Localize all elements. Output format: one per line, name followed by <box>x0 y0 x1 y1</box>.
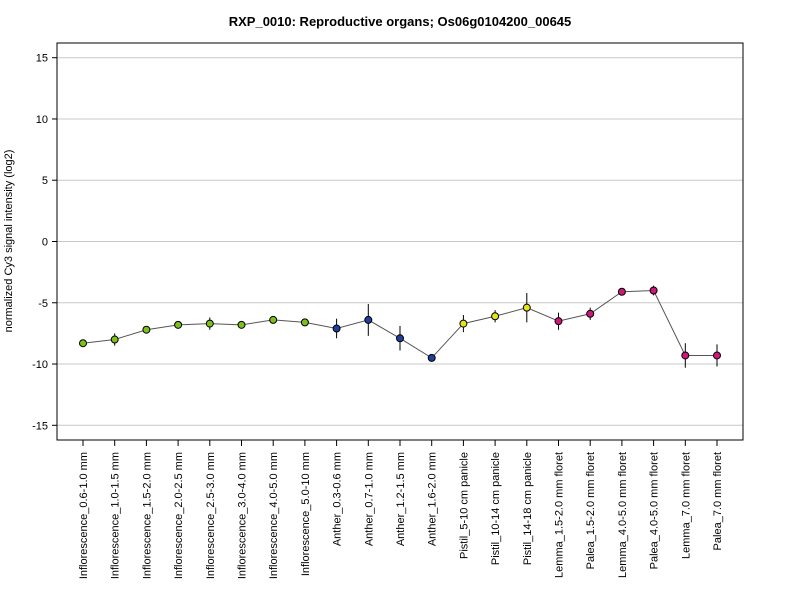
y-axis: 15 10 5 0 -5 -10 -15 <box>32 53 57 432</box>
y-tick-label: -5 <box>38 298 48 310</box>
y-tick-label: 15 <box>36 53 48 65</box>
data-point <box>142 325 151 334</box>
x-tick-label: Pistil_10-14 cm panicle <box>490 452 502 565</box>
x-tick-label: Inflorescence_1.5-2.0 mm <box>141 452 153 579</box>
x-tick-label: Palea_1.5-2.0 mm floret <box>585 452 597 569</box>
x-tick-label: Inflorescence_5.0-10 mm <box>300 452 312 576</box>
y-tick-label: -10 <box>32 359 48 371</box>
x-tick-label: Anther_0.3-0.6 mm <box>332 452 344 546</box>
data-point <box>396 334 404 343</box>
data-point <box>332 324 341 333</box>
y-tick-label: -15 <box>32 420 48 432</box>
data-point <box>522 303 531 312</box>
data-point <box>617 287 626 296</box>
y-tick-label: 5 <box>42 175 48 187</box>
x-tick-label: Inflorescence_3.0-4.0 mm <box>237 452 249 579</box>
data-point <box>649 286 658 295</box>
data-point <box>110 335 119 344</box>
y-tick-label: 0 <box>42 237 48 249</box>
x-tick-label: Anther_1.6-2.0 mm <box>427 452 439 546</box>
data-point <box>586 309 595 318</box>
data-point <box>364 315 373 324</box>
x-tick-label: Inflorescence_0.6-1.0 mm <box>78 452 90 579</box>
data-point <box>554 317 563 326</box>
data-point <box>491 312 500 321</box>
chart-title: RXP_0010: Reproductive organs; Os06g0104… <box>229 14 572 29</box>
y-tick-label: 10 <box>36 114 48 126</box>
x-tick-label: Inflorescence_2.5-3.0 mm <box>205 452 217 579</box>
data-point <box>459 319 468 328</box>
data-point <box>79 339 87 348</box>
grid-lines <box>57 57 743 426</box>
y-axis-title: normalized Cy3 signal intensity (log2) <box>3 150 15 333</box>
x-tick-label: Lemma_4.0-5.0 mm floret <box>617 452 629 578</box>
data-points <box>79 286 721 362</box>
x-tick-label: Palea_7.0 mm floret <box>712 452 724 550</box>
data-point <box>205 319 214 328</box>
x-tick-label: Inflorescence_4.0-5.0 mm <box>268 452 280 579</box>
x-tick-label: Anther_1.2-1.5 mm <box>395 452 407 546</box>
data-point <box>681 351 690 360</box>
x-tick-label: Pistil_5-10 cm panicle <box>458 452 470 559</box>
data-point <box>427 353 436 362</box>
data-point <box>300 318 309 327</box>
x-tick-label: Pistil_14-18 cm panicle <box>522 452 534 565</box>
x-tick-label: Lemma_7.0 mm floret <box>680 452 692 559</box>
data-point <box>713 351 721 360</box>
x-tick-label: Anther_0.7-1.0 mm <box>363 452 375 546</box>
x-axis: Inflorescence_0.6-1.0 mm Inflorescence_1.… <box>78 440 724 579</box>
data-point <box>237 320 246 329</box>
x-tick-label: Palea_4.0-5.0 mm floret <box>649 452 661 569</box>
data-point <box>174 320 183 329</box>
x-tick-label: Lemma_1.5-2.0 mm floret <box>554 452 566 578</box>
x-tick-label: Inflorescence_2.0-2.5 mm <box>173 452 185 579</box>
data-point <box>269 315 278 324</box>
x-tick-label: Inflorescence_1.0-1.5 mm <box>110 452 122 579</box>
